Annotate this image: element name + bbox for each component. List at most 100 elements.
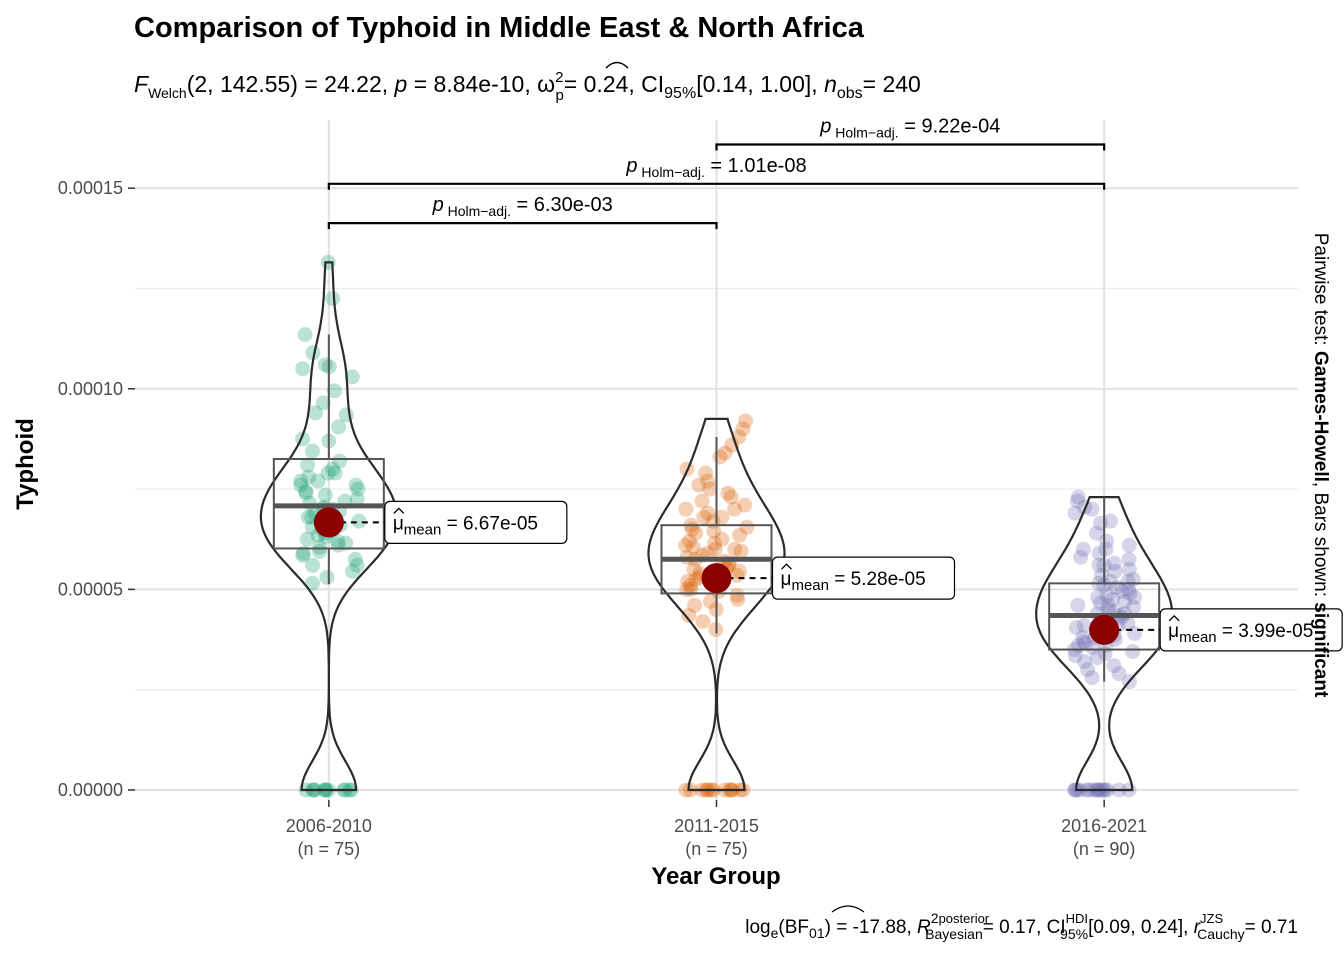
r2-hat-icon [831, 905, 865, 913]
data-point [681, 607, 697, 623]
x-tick-count-label: (n = 90) [1073, 839, 1136, 859]
data-point [305, 557, 321, 573]
data-point [681, 533, 697, 549]
data-point [1106, 658, 1122, 674]
data-point [1067, 648, 1083, 664]
data-point [1099, 533, 1115, 549]
data-point [1070, 489, 1086, 505]
x-tick-label: 2006-2010 [286, 816, 372, 836]
data-point [325, 291, 341, 307]
data-point [707, 541, 723, 557]
data-point [1073, 549, 1089, 565]
data-point [1102, 573, 1118, 589]
data-point [1106, 555, 1122, 571]
mu-hat-icon [1168, 614, 1180, 622]
data-point [731, 563, 747, 579]
data-point [349, 491, 365, 507]
data-point [1075, 541, 1091, 557]
data-point [1117, 593, 1133, 609]
data-point [319, 569, 335, 585]
x-tick-label: 2011-2015 [674, 816, 759, 836]
side-caption: Pairwise test: Games-Howell, Bars shown:… [1310, 233, 1331, 698]
data-point [1121, 551, 1137, 567]
mean-label: μmean = 3.99e-05 [1168, 621, 1313, 646]
data-point [691, 477, 707, 493]
data-point [683, 581, 699, 597]
pairwise-label: p Holm−adj. = 6.30e-03 [432, 194, 613, 219]
chart-title: Comparison of Typhoid in Middle East & N… [134, 12, 865, 44]
data-point [330, 533, 346, 549]
data-point [714, 531, 730, 547]
data-point [310, 473, 326, 489]
data-point [304, 443, 320, 459]
data-point [1102, 513, 1118, 529]
data-point [1076, 634, 1092, 650]
data-point [1080, 662, 1096, 678]
data-point [299, 531, 315, 547]
data-point [344, 369, 360, 385]
data-point [326, 383, 342, 399]
x-tick-label: 2016-2021 [1061, 816, 1147, 836]
violin-outline [647, 417, 786, 792]
x-axis: 2006-2010 (n = 75) 2011-2015 (n = 75) 2016-2… [286, 800, 1147, 859]
data-point [305, 345, 321, 361]
data-point [351, 513, 367, 529]
data-point [1090, 589, 1106, 605]
mean-label-box [771, 556, 956, 600]
data-point [293, 477, 309, 493]
data-point [307, 405, 323, 421]
data-point [720, 485, 736, 501]
data-point [683, 577, 699, 593]
data-point [331, 453, 347, 469]
data-point [1089, 525, 1105, 541]
mean-point [701, 563, 732, 594]
data-point [315, 395, 331, 411]
mean-label: μmean = 5.28e-05 [781, 569, 926, 594]
data-point [1125, 599, 1141, 615]
data-point [1127, 626, 1143, 642]
chart-subtitle: FWelch(2, 142.55) = 24.22, p = 8.84e-10,… [134, 69, 921, 104]
data-point [345, 563, 361, 579]
data-point [686, 561, 702, 577]
data-point [312, 539, 328, 555]
data-point [1084, 670, 1100, 686]
y-tick-label: 0.00015 [58, 178, 123, 198]
data-point [1120, 615, 1136, 631]
data-point [297, 483, 313, 499]
mean-point [1089, 614, 1120, 645]
y-axis-title: Typhoid [12, 418, 39, 510]
data-point [732, 527, 748, 543]
data-point [1098, 541, 1114, 557]
y-axis: 0.00000 0.00005 0.00010 0.00015 [58, 178, 135, 800]
data-point [1067, 505, 1083, 521]
data-point [739, 519, 755, 535]
data-point [729, 587, 745, 603]
violin-outline [1035, 496, 1174, 792]
data-point [325, 461, 341, 477]
data-point [349, 557, 365, 573]
data-point [295, 545, 311, 561]
data-point [298, 485, 314, 501]
mean-label-box [1159, 608, 1343, 652]
data-point [696, 509, 712, 525]
data-point [1085, 640, 1101, 656]
data-point [1100, 597, 1116, 613]
data-point [714, 509, 730, 525]
data-point [700, 473, 716, 489]
data-point [1078, 636, 1094, 652]
data-point [295, 547, 311, 563]
data-point [1121, 581, 1137, 597]
mean-label: μmean = 6.67e-05 [393, 513, 538, 538]
data-point [1121, 561, 1137, 577]
mean-markers: μmean = 6.67e-05 μmean = 5.28e-05 μmean = … [313, 500, 1343, 652]
pairwise-bracket [327, 222, 718, 230]
data-point [1070, 597, 1086, 613]
data-point [1091, 557, 1107, 573]
data-point [1069, 493, 1085, 509]
data-point [331, 419, 347, 435]
data-point [680, 573, 696, 589]
data-point [688, 571, 704, 587]
data-point [1096, 577, 1112, 593]
data-point [700, 505, 716, 521]
data-point [1092, 595, 1108, 611]
